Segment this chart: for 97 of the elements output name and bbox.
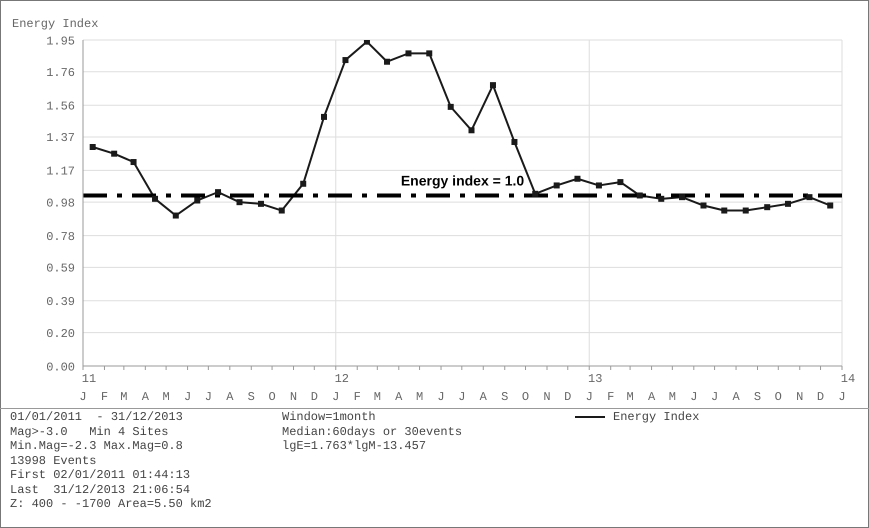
x-tick-label: A <box>480 390 488 404</box>
x-tick-label: M <box>626 390 634 404</box>
point <box>215 189 222 196</box>
text: 01/01/2011 - 31/12/2013 <box>10 410 184 424</box>
text: 13998 Events <box>10 454 98 468</box>
y-tick-label: 1.76 <box>46 66 75 80</box>
point <box>574 176 580 182</box>
ref-line-label: Energy index = 1.0 <box>400 172 524 188</box>
x-tick-label: M <box>120 390 128 404</box>
x-tick-label: A <box>395 390 404 404</box>
x-tick-label: M <box>162 390 170 404</box>
x-tick-label: 12 J <box>332 372 349 404</box>
x-tick-label: F <box>100 390 108 404</box>
x-tick-label: D <box>816 390 824 404</box>
point <box>468 127 475 134</box>
x-tick-label: J <box>437 390 445 404</box>
x-tick-label: S <box>754 390 762 404</box>
text: Last 31/12/2013 21:06:54 <box>10 482 191 497</box>
x-tick-label: F <box>354 390 361 404</box>
point <box>130 159 137 166</box>
x-tick-label: A <box>226 390 234 404</box>
text: Median:60days or 30events <box>282 424 462 439</box>
point <box>511 138 518 145</box>
x-tick-label: F <box>607 390 614 404</box>
y-axis-title: Energy Index <box>12 17 98 31</box>
x-tick-label: J <box>690 390 698 404</box>
point <box>278 208 285 214</box>
point <box>111 150 118 157</box>
y-tick-label: 1.56 <box>46 99 75 114</box>
x-tick-label: J <box>184 390 192 404</box>
text: lgE=1.763*lgM-13.457 <box>282 439 428 454</box>
point <box>596 182 602 188</box>
x-tick-label: J <box>204 390 212 404</box>
x-tick-label: 14 J <box>838 372 856 404</box>
x-tick-label: A <box>142 390 150 404</box>
x-tick-label: D <box>564 390 572 404</box>
point <box>300 180 306 187</box>
x-tick-label: M <box>374 390 381 404</box>
point <box>320 114 327 120</box>
x-tick-label: N <box>543 390 551 404</box>
point <box>448 104 454 110</box>
text: Z: 400 - -1700 Area=5.50 km2 <box>10 497 212 512</box>
point <box>364 40 370 45</box>
y-tick-label: 0.00 <box>46 360 75 374</box>
point <box>679 194 686 200</box>
x-tick-label: N <box>796 390 804 404</box>
point <box>90 144 96 150</box>
y-tick-label: 1.17 <box>46 164 75 179</box>
y-tick-label: 0.20 <box>46 326 75 341</box>
x-tick-label: O <box>522 390 530 404</box>
point <box>700 202 706 209</box>
point <box>784 200 791 207</box>
x-tick-label: J <box>710 390 718 404</box>
point <box>806 194 812 200</box>
point <box>194 197 200 204</box>
y-tick-label: 0.39 <box>46 295 75 310</box>
point <box>554 182 560 188</box>
point <box>384 58 390 65</box>
point <box>636 192 643 198</box>
point <box>490 82 496 88</box>
point <box>152 196 158 202</box>
point <box>742 208 749 214</box>
point <box>764 204 770 210</box>
x-tick-label: D <box>310 390 318 404</box>
text: First 02/01/2011 01:44:13 <box>10 468 192 482</box>
y-tick-label: 1.95 <box>46 34 75 48</box>
y-tick-label: 1.37 <box>46 131 75 146</box>
point <box>617 179 624 186</box>
text: Window=1month <box>282 410 377 424</box>
text: Min.Mag=-2.3 Max.Mag=0.8 <box>10 439 184 454</box>
x-tick-label: O <box>268 390 276 404</box>
point <box>658 196 664 202</box>
y-tick-label: 0.98 <box>46 196 75 210</box>
x-tick-label: S <box>248 390 255 404</box>
x-tick-label: N <box>290 390 298 404</box>
text: Mag>-3.0 Min 4 Sites <box>10 424 170 439</box>
x-tick-label: 11 J <box>79 372 96 404</box>
point <box>405 50 412 56</box>
point <box>258 200 264 207</box>
x-tick-label: M <box>668 390 676 404</box>
point <box>532 190 538 197</box>
x-tick-label: M <box>416 390 424 404</box>
legend-label: Energy Index <box>613 410 700 424</box>
point <box>342 57 348 64</box>
x-tick-label: 13 J <box>586 372 602 404</box>
point <box>236 199 243 206</box>
x-tick-label: A <box>732 390 740 404</box>
point <box>827 202 834 209</box>
point <box>721 208 728 214</box>
x-tick-label: A <box>648 390 656 404</box>
y-tick-label: 0.59 <box>46 262 75 276</box>
x-tick-label: J <box>458 390 466 404</box>
y-tick-label: 0.78 <box>46 230 75 244</box>
x-tick-label: O <box>774 390 782 404</box>
point <box>426 50 432 56</box>
x-tick-label: S <box>501 390 508 404</box>
point <box>172 212 179 219</box>
